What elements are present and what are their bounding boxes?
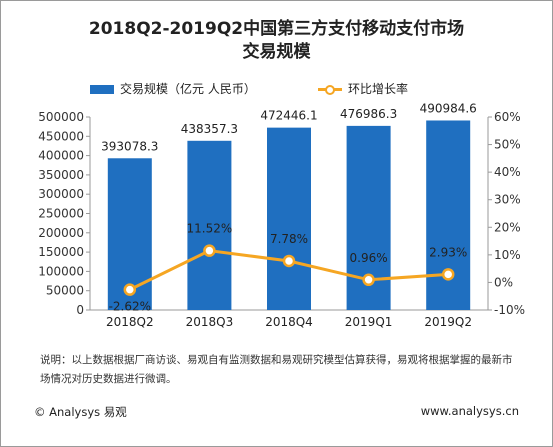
growth-rate-point <box>123 283 137 296</box>
x-tick-label: 2018Q4 <box>265 315 313 329</box>
bar <box>267 127 311 310</box>
y-left-tick-label: 500000 <box>38 110 84 124</box>
bar <box>187 140 232 310</box>
growth-rate-label: 11.52% <box>187 222 233 236</box>
bar <box>426 120 471 310</box>
x-tick-label: 2019Q1 <box>345 315 393 329</box>
y-left-tick-label: 150000 <box>38 245 84 259</box>
legend-bar-label: 交易规模（亿元 人民币） <box>120 82 256 96</box>
y-left-tick-label: 0 <box>76 303 84 317</box>
y-right-tick-label: 20% <box>494 220 521 234</box>
website: www.analysys.cn <box>420 404 519 418</box>
y-right-tick-label: 40% <box>494 165 521 179</box>
growth-rate-label: 0.96% <box>350 251 388 265</box>
copyright: © Analysys 易观 <box>34 405 127 419</box>
growth-rate-point <box>362 273 375 287</box>
legend-bar-swatch <box>90 85 114 94</box>
chart-title: 2018Q2-2019Q2中国第三方支付移动支付市场 <box>88 19 465 39</box>
y-right-tick-label: 30% <box>494 193 521 207</box>
footnote: 说明：以上数据根据厂商访谈、易观自有监测数据和易观研究模型估算获得，易观将根据掌… <box>40 354 513 385</box>
y-left-tick-label: 300000 <box>38 187 84 201</box>
growth-rate-label: 2.93% <box>429 245 467 259</box>
y-left-tick-label: 350000 <box>38 168 84 182</box>
legend-line-swatch <box>318 85 342 95</box>
growth-rate-label: -2.62% <box>109 300 151 314</box>
bar-value-label: 393078.3 <box>101 139 158 153</box>
bar-value-label: 476986.3 <box>340 107 397 121</box>
growth-rate-label: 7.78% <box>270 232 308 246</box>
growth-rate-point <box>282 254 296 268</box>
y-right-tick-label: 10% <box>494 248 521 262</box>
growth-rate-point <box>441 268 455 281</box>
y-left-tick-label: 400000 <box>38 149 84 163</box>
bar-value-label: 472446.1 <box>260 109 317 123</box>
chart-title-line2: 交易规模 <box>242 42 311 62</box>
y-right-tick-label: 50% <box>494 138 521 152</box>
y-right-tick-label: 60% <box>494 110 521 124</box>
y-left-tick-label: 100000 <box>38 264 84 278</box>
legend-bar-series: 交易规模（亿元 人民币） <box>90 80 256 97</box>
growth-rate-point <box>203 244 216 257</box>
y-left-tick-label: 450000 <box>38 129 84 143</box>
legend-line-label: 环比增长率 <box>348 82 409 96</box>
bar-value-label: 490984.6 <box>420 101 477 115</box>
x-tick-label: 2018Q2 <box>106 315 154 329</box>
legend-line-series: 环比增长率 <box>318 80 408 97</box>
y-left-tick-label: 200000 <box>38 226 84 240</box>
x-tick-label: 2018Q3 <box>186 315 234 329</box>
y-right-tick-label: -10% <box>494 303 525 317</box>
y-left-tick-label: 250000 <box>38 207 84 221</box>
y-left-tick-label: 50000 <box>46 284 84 298</box>
x-tick-label: 2019Q2 <box>424 315 472 329</box>
bar-value-label: 438357.3 <box>181 122 238 136</box>
y-right-tick-label: 0% <box>494 275 513 289</box>
